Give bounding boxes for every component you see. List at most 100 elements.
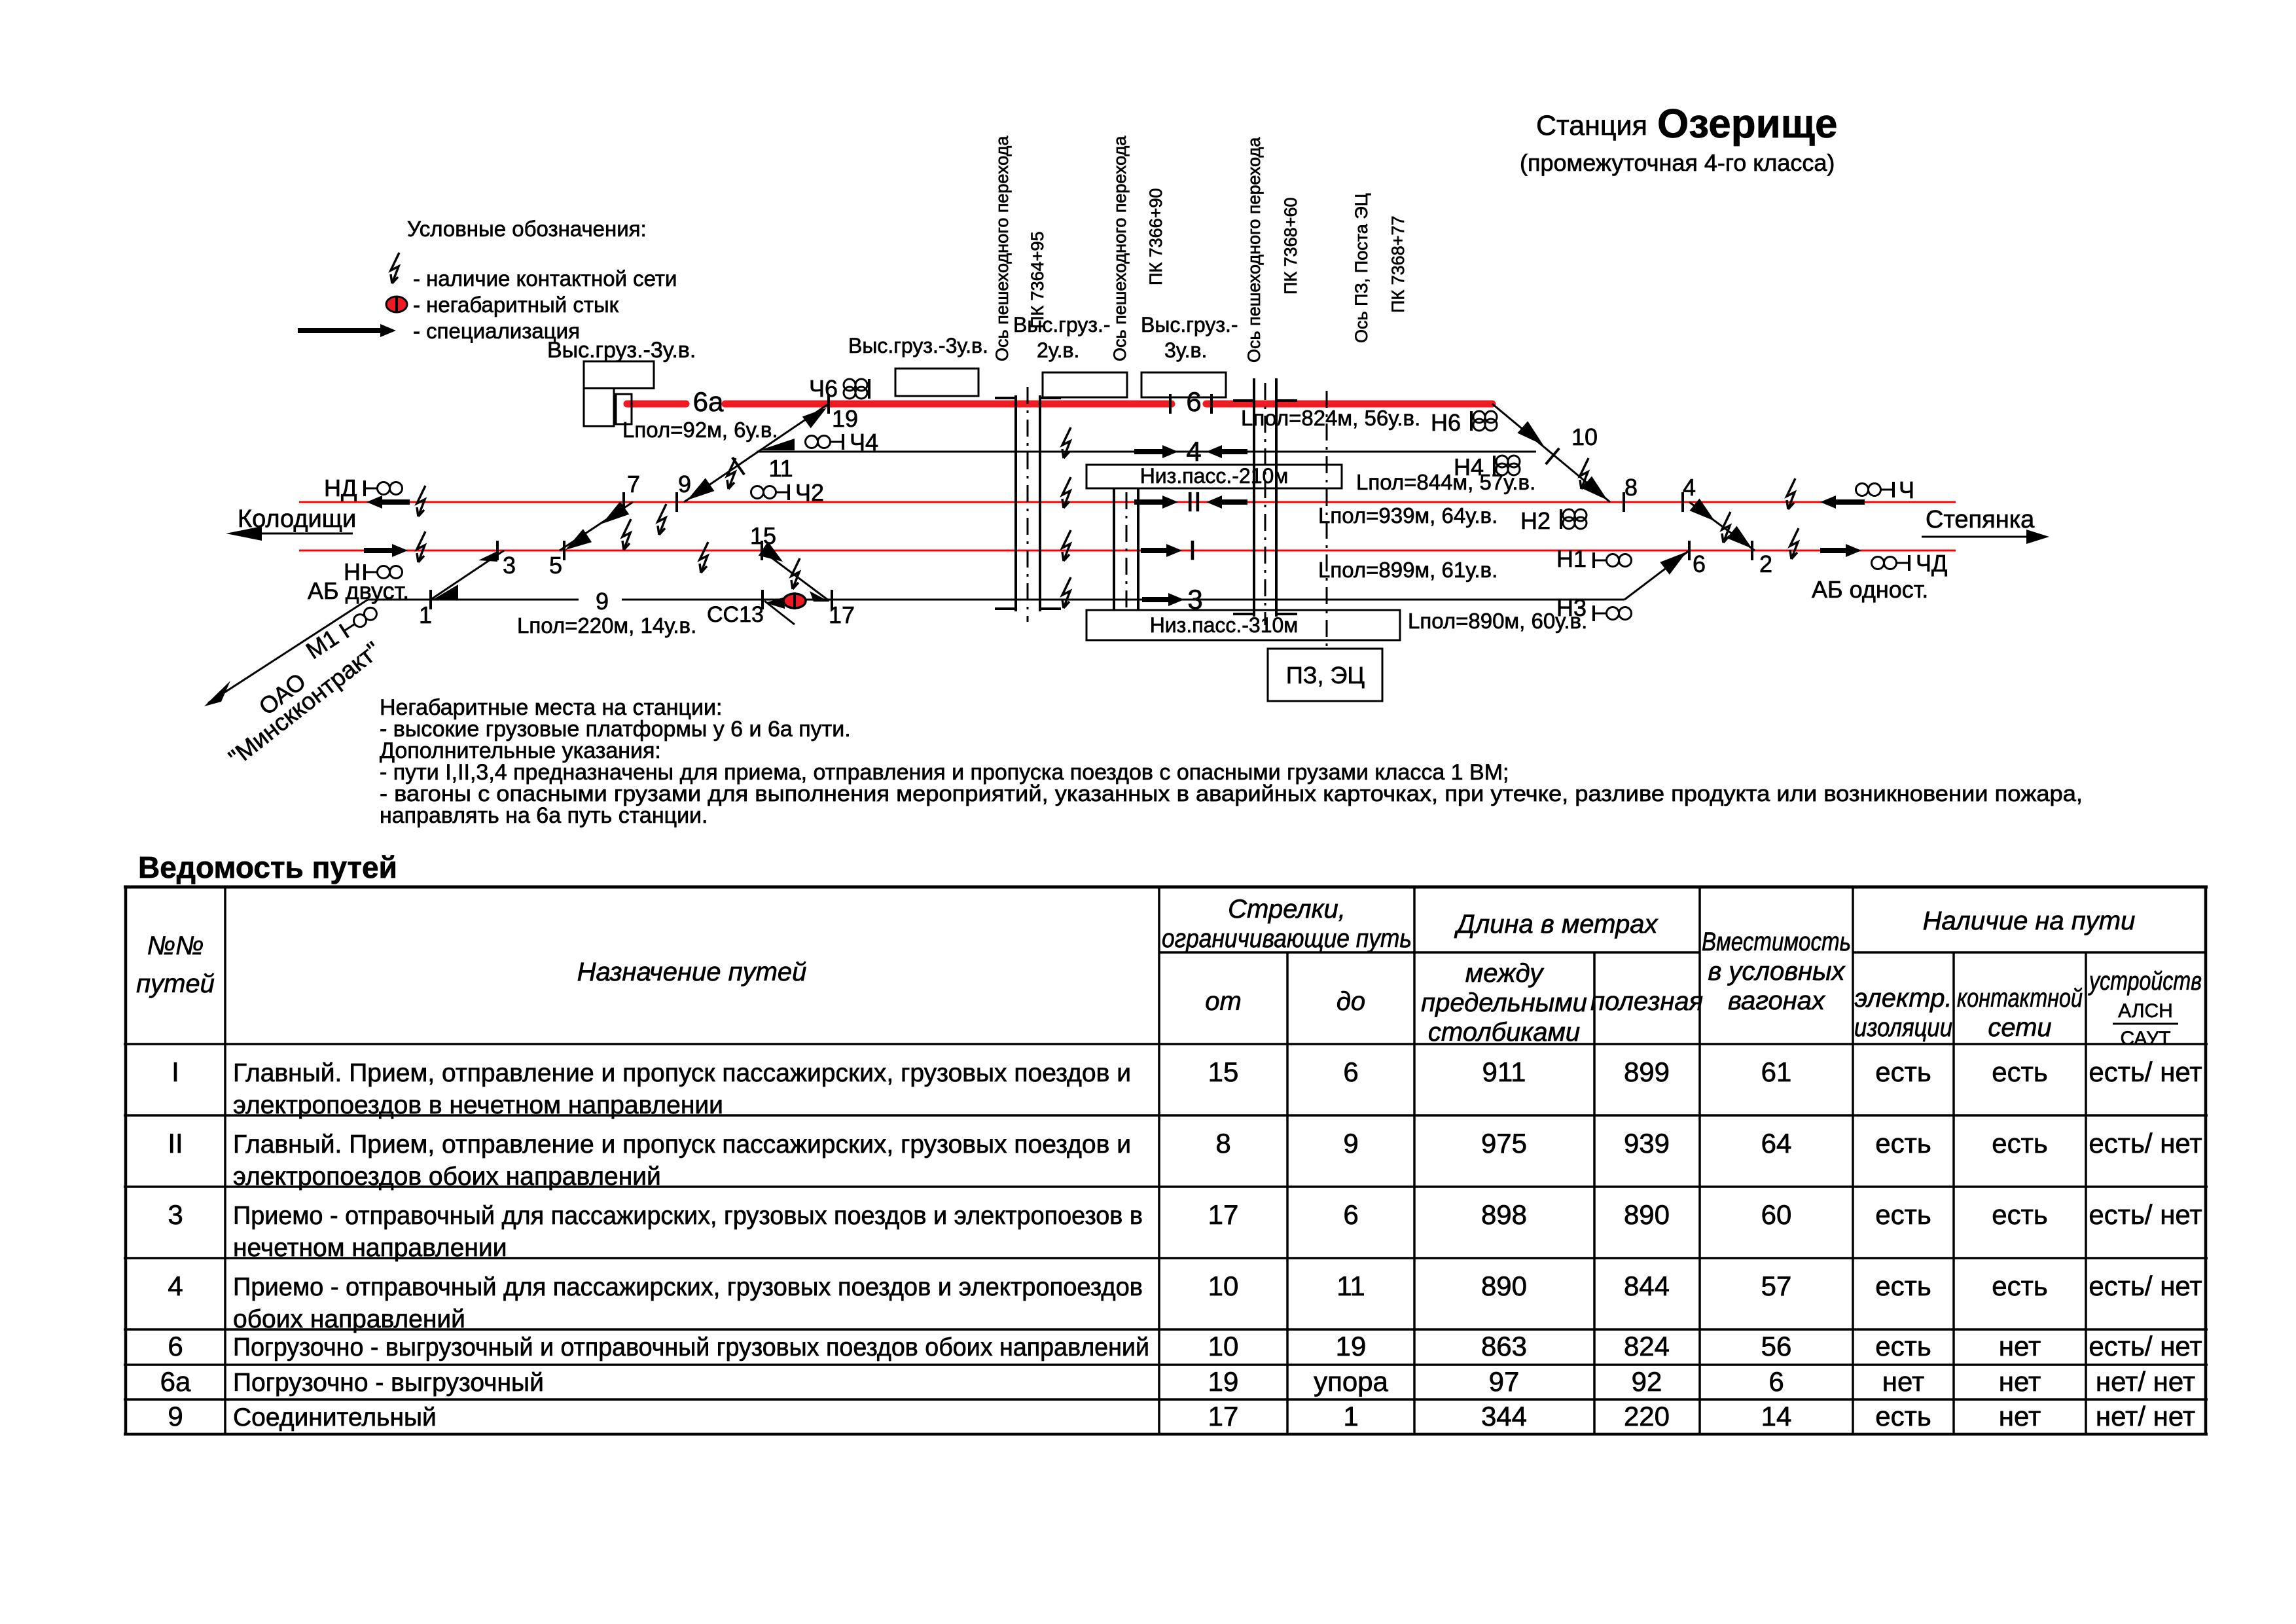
- svg-text:есть/ нет: есть/ нет: [2089, 1128, 2202, 1159]
- svg-text:3: 3: [503, 552, 516, 579]
- svg-text:есть/ нет: есть/ нет: [2089, 1331, 2202, 1362]
- svg-text:Ось ПЗ, Поста ЭЦ: Ось ПЗ, Поста ЭЦ: [1352, 193, 1371, 343]
- svg-text:2у.в.: 2у.в.: [1037, 338, 1079, 362]
- svg-text:есть: есть: [1992, 1128, 2047, 1159]
- svg-text:II: II: [168, 1128, 183, 1159]
- svg-text:I: I: [171, 1056, 179, 1087]
- svg-text:обоих направлений: обоих направлений: [233, 1305, 465, 1333]
- svg-text:10: 10: [1208, 1271, 1239, 1301]
- svg-text:- пути I,II,3,4 предназначены: - пути I,II,3,4 предназначены для приема…: [380, 760, 1509, 785]
- svg-text:устройств: устройств: [2088, 967, 2202, 996]
- svg-text:- вагоны с опасными грузами дл: - вагоны с опасными грузами для выполнен…: [380, 782, 2083, 806]
- svg-text:электропоездов обоих направлен: электропоездов обоих направлений: [233, 1163, 661, 1191]
- svg-text:упора: упора: [1314, 1366, 1388, 1397]
- svg-text:824: 824: [1624, 1331, 1670, 1362]
- svg-text:Выс.груз.-: Выс.груз.-: [1013, 313, 1111, 336]
- svg-text:есть/ нет: есть/ нет: [2089, 1056, 2202, 1087]
- svg-text:Вместимость: Вместимость: [1702, 928, 1851, 956]
- svg-text:Ч4: Ч4: [850, 429, 878, 456]
- svg-text:8: 8: [1624, 474, 1638, 501]
- svg-text:3у.в.: 3у.в.: [1164, 338, 1207, 362]
- svg-text:есть: есть: [1992, 1271, 2047, 1301]
- svg-text:8: 8: [1215, 1128, 1230, 1159]
- svg-text:Соединительный: Соединительный: [233, 1403, 437, 1432]
- svg-text:19: 19: [1336, 1331, 1367, 1362]
- svg-text:до: до: [1336, 987, 1365, 1016]
- svg-text:Lпол=92м, 6у.в.: Lпол=92м, 6у.в.: [622, 418, 778, 442]
- svg-text:Выс.груз.-3у.в.: Выс.груз.-3у.в.: [547, 338, 696, 363]
- svg-text:ПК 7368+77: ПК 7368+77: [1388, 216, 1408, 314]
- svg-text:939: 939: [1624, 1128, 1670, 1159]
- svg-text:Условные обозначения:: Условные обозначения:: [407, 217, 647, 241]
- svg-text:путей: путей: [136, 969, 215, 998]
- svg-text:ПК 7364+95: ПК 7364+95: [1028, 232, 1047, 329]
- svg-text:Озерище: Озерище: [1657, 101, 1838, 147]
- svg-text:Наличие на пути: Наличие на пути: [1923, 907, 2136, 935]
- svg-text:60: 60: [1761, 1199, 1792, 1230]
- svg-text:1: 1: [1343, 1401, 1358, 1432]
- svg-text:Дополнительные указания:: Дополнительные указания:: [380, 738, 661, 763]
- svg-text:19: 19: [1208, 1366, 1239, 1397]
- svg-text:есть: есть: [1875, 1271, 1931, 1301]
- svg-text:5: 5: [549, 552, 562, 579]
- svg-text:1: 1: [419, 602, 432, 628]
- svg-text:- наличие контактной сети: - наличие контактной сети: [413, 266, 677, 291]
- svg-text:есть: есть: [1992, 1199, 2047, 1230]
- svg-text:Lпол=899м, 61у.в.: Lпол=899м, 61у.в.: [1318, 558, 1498, 582]
- svg-text:ПК 7368+60: ПК 7368+60: [1281, 198, 1300, 295]
- svg-text:изоляции: изоляции: [1854, 1013, 1952, 1042]
- svg-text:Стрелки,: Стрелки,: [1228, 895, 1346, 924]
- svg-text:сети: сети: [1988, 1013, 2051, 1042]
- svg-text:АБ двуст.: АБ двуст.: [308, 577, 409, 604]
- svg-text:61: 61: [1761, 1056, 1792, 1087]
- svg-text:столбиками: столбиками: [1428, 1018, 1580, 1047]
- svg-text:97: 97: [1489, 1366, 1520, 1397]
- svg-text:92: 92: [1632, 1366, 1662, 1397]
- svg-text:нет: нет: [1999, 1331, 2041, 1362]
- svg-text:Длина в метрах: Длина в метрах: [1454, 910, 1659, 939]
- svg-text:Ч6: Ч6: [809, 375, 838, 402]
- svg-text:7: 7: [627, 471, 640, 497]
- svg-text:863: 863: [1481, 1331, 1527, 1362]
- svg-text:898: 898: [1481, 1199, 1527, 1230]
- svg-text:Ч2: Ч2: [795, 479, 824, 506]
- svg-text:есть/ нет: есть/ нет: [2089, 1199, 2202, 1230]
- svg-text:6а: 6а: [693, 386, 724, 417]
- svg-text:Степянка: Степянка: [1926, 506, 2035, 533]
- svg-text:НД: НД: [324, 475, 357, 501]
- svg-text:Ось пешеходного перехода: Ось пешеходного перехода: [992, 135, 1012, 361]
- svg-text:есть: есть: [1992, 1056, 2047, 1087]
- svg-text:844: 844: [1624, 1271, 1670, 1301]
- svg-text:ПЗ, ЭЦ: ПЗ, ЭЦ: [1286, 662, 1365, 689]
- svg-text:9: 9: [1343, 1128, 1358, 1159]
- svg-text:нечетном направлении: нечетном направлении: [233, 1234, 507, 1262]
- svg-text:№№: №№: [147, 931, 204, 960]
- svg-text:нет: нет: [1999, 1401, 2041, 1432]
- svg-text:Главный. Прием, отправление и: Главный. Прием, отправление и пропуск па…: [233, 1130, 1131, 1159]
- svg-text:ограничивающие путь: ограничивающие путь: [1162, 924, 1412, 953]
- svg-text:Lпол=890м, 60у.в.: Lпол=890м, 60у.в.: [1408, 609, 1587, 633]
- svg-text:344: 344: [1481, 1401, 1527, 1432]
- svg-text:ЧД: ЧД: [1916, 550, 1947, 577]
- svg-text:17: 17: [829, 602, 855, 628]
- svg-text:- негабаритный стык: - негабаритный стык: [413, 293, 619, 317]
- svg-text:10: 10: [1571, 424, 1598, 450]
- svg-text:электр.: электр.: [1854, 984, 1952, 1013]
- svg-text:нет/ нет: нет/ нет: [2096, 1401, 2195, 1432]
- svg-text:есть/ нет: есть/ нет: [2089, 1271, 2202, 1301]
- svg-text:вагонах: вагонах: [1728, 986, 1826, 1015]
- svg-text:АЛСН: АЛСН: [2118, 1000, 2173, 1022]
- svg-text:911: 911: [1482, 1056, 1526, 1087]
- svg-text:Ч: Ч: [1899, 477, 1914, 503]
- svg-text:56: 56: [1761, 1331, 1792, 1362]
- svg-text:Lпол=939м, 64у.в.: Lпол=939м, 64у.в.: [1318, 503, 1498, 528]
- svg-text:4: 4: [1683, 474, 1696, 501]
- svg-text:11: 11: [1336, 1271, 1365, 1301]
- svg-text:4: 4: [168, 1271, 183, 1301]
- svg-text:6: 6: [1693, 550, 1706, 577]
- svg-text:975: 975: [1481, 1128, 1527, 1159]
- svg-text:4: 4: [1186, 436, 1201, 467]
- svg-text:9: 9: [678, 471, 691, 497]
- svg-text:Низ.пасс.-210м: Низ.пасс.-210м: [1140, 464, 1289, 488]
- svg-text:10: 10: [1208, 1331, 1239, 1362]
